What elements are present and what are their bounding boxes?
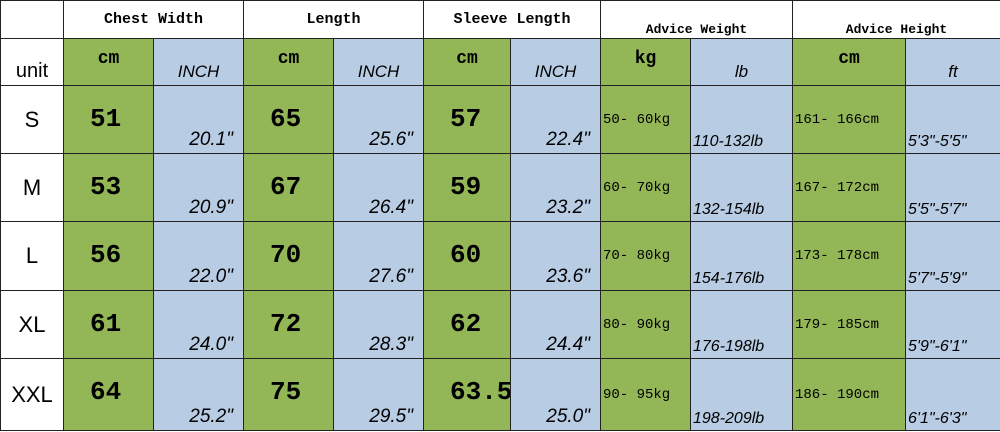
size-value: 167- 172cm bbox=[792, 153, 906, 222]
size-value: 64 bbox=[63, 358, 154, 431]
size-value: 198-209lb bbox=[690, 358, 793, 431]
size-value: 29.5" bbox=[333, 358, 424, 431]
size-value: 23.2" bbox=[510, 153, 601, 222]
size-value: 72 bbox=[243, 290, 334, 359]
size-value: 5'5"-5'7" bbox=[905, 153, 1000, 222]
size-value: 24.0" bbox=[153, 290, 244, 359]
size-value: 154-176lb bbox=[690, 221, 793, 291]
unit-header: ft bbox=[905, 38, 1000, 86]
size-value: 6'1"-6'3" bbox=[905, 358, 1000, 431]
unit-header: cm bbox=[63, 38, 154, 86]
size-value: 24.4" bbox=[510, 290, 601, 359]
size-value: 186- 190cm bbox=[792, 358, 906, 431]
group-header: Chest Width bbox=[63, 0, 244, 39]
corner-cell bbox=[0, 0, 64, 39]
unit-header: cm bbox=[792, 38, 906, 86]
unit-header: cm bbox=[423, 38, 511, 86]
size-value: 25.2" bbox=[153, 358, 244, 431]
size-value: 59 bbox=[423, 153, 511, 222]
size-value: 27.6" bbox=[333, 221, 424, 291]
unit-header: lb bbox=[690, 38, 793, 86]
size-value: 75 bbox=[243, 358, 334, 431]
unit-label: unit bbox=[0, 38, 64, 86]
group-header: Advice Height bbox=[792, 0, 1000, 39]
size-label: S bbox=[0, 85, 64, 154]
group-header: Advice Weight bbox=[600, 0, 793, 39]
unit-header: kg bbox=[600, 38, 691, 86]
size-value: 63.5 bbox=[423, 358, 511, 431]
size-value: 179- 185cm bbox=[792, 290, 906, 359]
size-value: 50- 60kg bbox=[600, 85, 691, 154]
size-value: 57 bbox=[423, 85, 511, 154]
size-value: 70- 80kg bbox=[600, 221, 691, 291]
size-value: 51 bbox=[63, 85, 154, 154]
size-value: 80- 90kg bbox=[600, 290, 691, 359]
unit-header: INCH bbox=[153, 38, 244, 86]
group-header: Sleeve Length bbox=[423, 0, 601, 39]
size-value: 25.6" bbox=[333, 85, 424, 154]
size-label: XXL bbox=[0, 358, 64, 431]
group-header: Length bbox=[243, 0, 424, 39]
size-value: 132-154lb bbox=[690, 153, 793, 222]
size-value: 90- 95kg bbox=[600, 358, 691, 431]
size-value: 53 bbox=[63, 153, 154, 222]
size-label: XL bbox=[0, 290, 64, 359]
size-label: M bbox=[0, 153, 64, 222]
size-value: 173- 178cm bbox=[792, 221, 906, 291]
size-value: 65 bbox=[243, 85, 334, 154]
size-value: 5'3"-5'5" bbox=[905, 85, 1000, 154]
size-value: 22.0" bbox=[153, 221, 244, 291]
size-value: 5'9"-6'1" bbox=[905, 290, 1000, 359]
size-value: 56 bbox=[63, 221, 154, 291]
unit-header: INCH bbox=[333, 38, 424, 86]
size-value: 28.3" bbox=[333, 290, 424, 359]
unit-header: cm bbox=[243, 38, 334, 86]
size-value: 20.9" bbox=[153, 153, 244, 222]
size-value: 62 bbox=[423, 290, 511, 359]
size-value: 22.4" bbox=[510, 85, 601, 154]
size-value: 60 bbox=[423, 221, 511, 291]
size-value: 20.1" bbox=[153, 85, 244, 154]
size-value: 5'7"-5'9" bbox=[905, 221, 1000, 291]
size-value: 70 bbox=[243, 221, 334, 291]
size-value: 161- 166cm bbox=[792, 85, 906, 154]
unit-header: INCH bbox=[510, 38, 601, 86]
size-value: 67 bbox=[243, 153, 334, 222]
size-value: 110-132lb bbox=[690, 85, 793, 154]
size-value: 26.4" bbox=[333, 153, 424, 222]
size-value: 23.6" bbox=[510, 221, 601, 291]
size-value: 176-198lb bbox=[690, 290, 793, 359]
size-label: L bbox=[0, 221, 64, 291]
size-value: 60- 70kg bbox=[600, 153, 691, 222]
size-value: 61 bbox=[63, 290, 154, 359]
size-value: 25.0" bbox=[510, 358, 601, 431]
